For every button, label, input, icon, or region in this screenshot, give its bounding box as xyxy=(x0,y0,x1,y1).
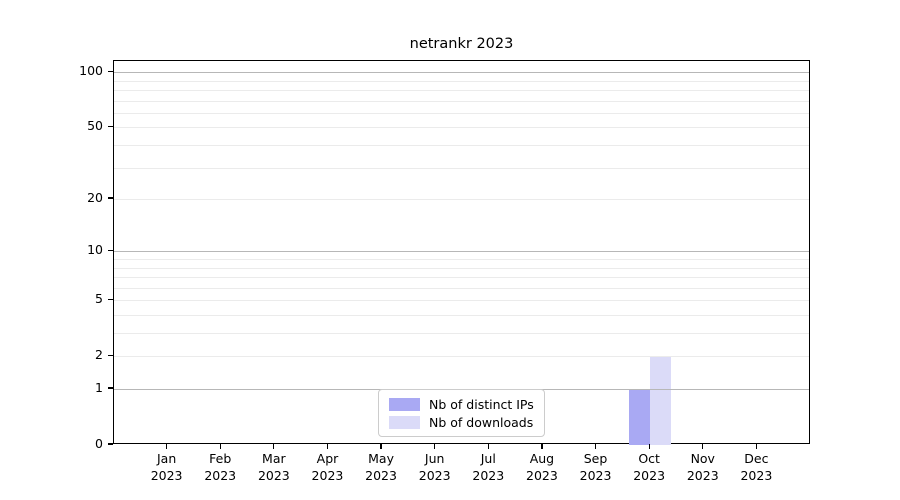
x-tick-label-jul: Jul 2023 xyxy=(456,451,520,484)
y-tick-mark-1 xyxy=(108,387,113,389)
minor-gridline-20 xyxy=(114,199,809,201)
x-tick-label-aug: Aug 2023 xyxy=(510,451,574,484)
x-tick-mark-oct xyxy=(648,444,650,449)
y-tick-label-1: 1 xyxy=(95,380,103,395)
x-tick-year: 2023 xyxy=(150,467,183,483)
x-tick-month: Feb xyxy=(209,451,232,466)
x-tick-year: 2023 xyxy=(633,467,666,483)
x-tick-month: May xyxy=(368,451,394,466)
x-tick-mark-jan xyxy=(166,444,168,449)
minor-gridline-70 xyxy=(114,100,809,102)
x-tick-month: Mar xyxy=(262,451,286,466)
minor-gridline-6 xyxy=(114,287,809,289)
minor-gridline-40 xyxy=(114,145,809,146)
x-tick-mark-jun xyxy=(434,444,436,449)
x-tick-label-apr: Apr 2023 xyxy=(295,451,359,484)
x-tick-month: Apr xyxy=(316,451,339,466)
x-tick-year: 2023 xyxy=(418,467,451,483)
x-tick-label-dec: Dec 2023 xyxy=(724,451,788,484)
x-tick-month: Nov xyxy=(690,451,715,466)
minor-gridline-50 xyxy=(114,127,809,129)
x-tick-mark-aug xyxy=(541,444,543,449)
x-tick-label-nov: Nov 2023 xyxy=(671,451,735,484)
y-tick-label-5: 5 xyxy=(95,291,103,307)
minor-gridline-3 xyxy=(114,333,809,334)
x-tick-year: 2023 xyxy=(740,467,773,483)
minor-gridline-7 xyxy=(114,277,809,279)
plot-area xyxy=(113,60,810,445)
x-tick-label-feb: Feb 2023 xyxy=(188,451,252,484)
y-tick-label-20: 20 xyxy=(87,190,103,206)
x-tick-year: 2023 xyxy=(257,467,290,483)
minor-gridline-30 xyxy=(114,167,809,169)
x-tick-month: Dec xyxy=(744,451,769,466)
y-tick-label-2: 2 xyxy=(95,347,103,363)
y-tick-label-50: 50 xyxy=(87,118,103,134)
legend-swatch-downloads xyxy=(389,415,420,429)
major-gridline-100 xyxy=(114,72,809,74)
minor-gridline-2 xyxy=(114,356,809,358)
x-tick-label-sep: Sep 2023 xyxy=(564,451,628,484)
minor-gridline-80 xyxy=(114,90,809,91)
bar-oct-distinct-ips xyxy=(629,389,651,445)
x-tick-mark-apr xyxy=(326,444,329,449)
y-tick-mark-0 xyxy=(108,443,113,445)
x-tick-mark-sep xyxy=(594,444,597,449)
legend-item-distinct-ips: Nb of distinct IPs xyxy=(389,397,534,412)
y-tick-mark-100 xyxy=(108,70,113,72)
x-tick-mark-nov xyxy=(702,444,704,449)
legend-label-downloads: Nb of downloads xyxy=(429,414,534,430)
y-tick-mark-10 xyxy=(108,249,113,251)
y-tick-label-100: 100 xyxy=(79,63,103,79)
chart-title: netrankr 2023 xyxy=(409,36,514,52)
y-tick-mark-5 xyxy=(108,298,113,300)
x-tick-mark-feb xyxy=(219,444,221,449)
x-tick-mark-mar xyxy=(273,444,275,449)
x-tick-month: Jul xyxy=(480,451,496,466)
x-tick-month: Jun xyxy=(424,451,445,466)
legend-label-distinct-ips: Nb of distinct IPs xyxy=(429,396,534,412)
y-tick-mark-20 xyxy=(108,197,113,199)
x-tick-year: 2023 xyxy=(472,467,505,483)
y-tick-mark-2 xyxy=(108,354,113,356)
x-tick-year: 2023 xyxy=(204,467,237,483)
x-tick-mark-may xyxy=(380,444,382,449)
legend-item-downloads: Nb of downloads xyxy=(389,415,534,430)
x-tick-year: 2023 xyxy=(365,467,397,483)
legend-swatch-distinct-ips xyxy=(389,397,420,411)
minor-gridline-90 xyxy=(114,80,809,82)
minor-gridline-9 xyxy=(114,258,809,260)
minor-gridline-60 xyxy=(114,112,809,114)
x-tick-year: 2023 xyxy=(579,467,612,483)
x-tick-label-oct: Oct 2023 xyxy=(617,451,681,484)
x-tick-year: 2023 xyxy=(686,467,719,483)
y-tick-label-10: 10 xyxy=(87,242,103,258)
x-tick-label-mar: Mar 2023 xyxy=(242,451,306,484)
legend: Nb of distinct IPs Nb of downloads xyxy=(378,389,545,437)
major-gridline-10 xyxy=(114,251,809,253)
x-tick-label-jun: Jun 2023 xyxy=(403,451,467,484)
x-tick-mark-jul xyxy=(487,444,489,449)
bar-oct-downloads xyxy=(650,356,672,445)
x-tick-label-may: May 2023 xyxy=(349,451,413,484)
minor-gridline-8 xyxy=(114,267,809,269)
x-tick-label-jan: Jan 2023 xyxy=(135,451,199,484)
minor-gridline-4 xyxy=(114,314,809,316)
x-tick-month: Oct xyxy=(638,451,660,466)
x-tick-year: 2023 xyxy=(526,467,558,483)
y-tick-label-0: 0 xyxy=(95,436,103,451)
x-tick-year: 2023 xyxy=(311,467,344,483)
x-tick-month: Jan xyxy=(156,451,177,466)
x-tick-month: Sep xyxy=(583,451,608,466)
y-tick-mark-50 xyxy=(108,125,113,127)
minor-gridline-5 xyxy=(114,300,809,302)
x-tick-month: Aug xyxy=(529,451,555,466)
x-tick-mark-dec xyxy=(755,444,757,449)
